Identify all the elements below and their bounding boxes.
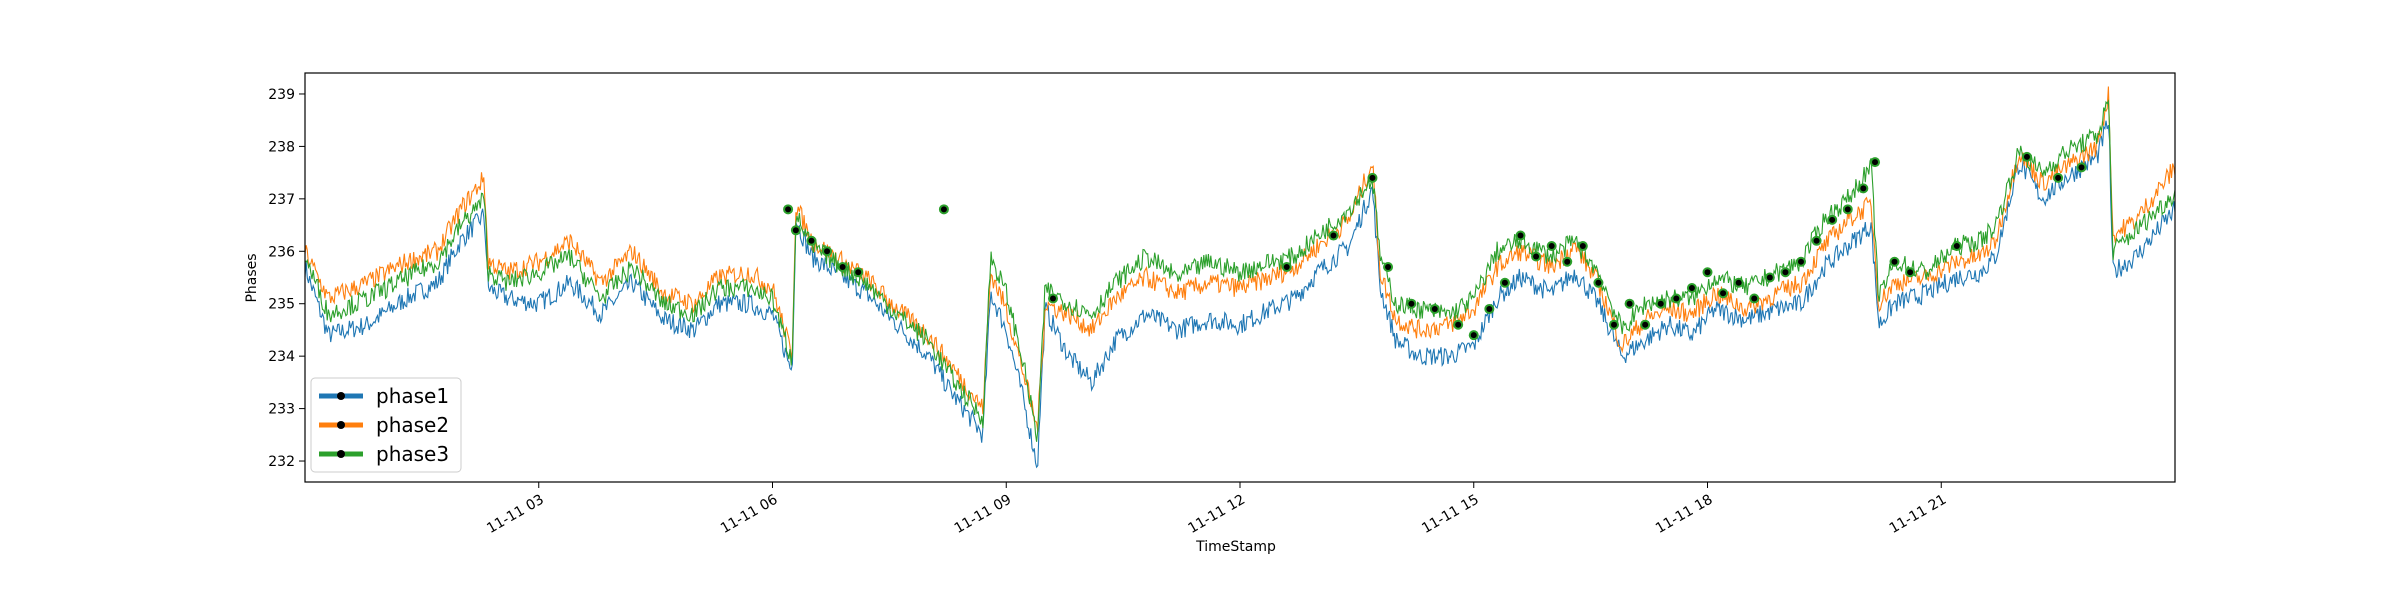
marker-dot — [1782, 269, 1789, 276]
x-axis-label: TimeStamp — [1195, 539, 1276, 555]
legend-label-phase2: phase2 — [376, 413, 449, 437]
marker-dot — [839, 264, 846, 271]
marker-dot — [2023, 153, 2030, 160]
y-tick-label: 239 — [268, 87, 295, 103]
marker-dot — [1431, 305, 1438, 312]
marker-dot — [1595, 279, 1602, 286]
marker-dot — [940, 206, 947, 213]
marker-dot — [1860, 185, 1867, 192]
y-axis-label: Phases — [244, 253, 260, 302]
marker-dot — [1688, 284, 1695, 291]
marker-dot — [2055, 174, 2062, 181]
y-tick-label: 236 — [268, 244, 295, 260]
marker-dot — [1953, 243, 1960, 250]
marker-dot — [1579, 243, 1586, 250]
marker-dot — [1673, 295, 1680, 302]
marker-dot — [1283, 264, 1290, 271]
marker-dot — [1330, 232, 1337, 239]
marker-dot — [1735, 279, 1742, 286]
marker-dot — [855, 269, 862, 276]
marker-dot — [1501, 279, 1508, 286]
y-tick-label: 238 — [268, 139, 295, 155]
x-tick-label: 11-11 09 — [952, 492, 1015, 537]
marker-dot — [1872, 159, 1879, 166]
marker-dot — [1626, 300, 1633, 307]
marker-dot — [1720, 290, 1727, 297]
marker-dot — [1486, 305, 1493, 312]
marker-dot — [1408, 300, 1415, 307]
marker-dot — [1455, 321, 1462, 328]
y-tick-label: 232 — [268, 454, 295, 470]
legend-label-phase3: phase3 — [376, 442, 449, 466]
marker-dot — [1369, 174, 1376, 181]
marker-dot — [1766, 274, 1773, 281]
marker-dot — [1657, 300, 1664, 307]
x-tick-label: 11-11 21 — [1887, 492, 1950, 537]
marker-dot — [1844, 206, 1851, 213]
marker-dot — [1642, 321, 1649, 328]
marker-dot — [1813, 237, 1820, 244]
legend-label-phase1: phase1 — [376, 384, 449, 408]
y-ticks: 232 233 234 235 236 237 238 239 — [268, 87, 305, 470]
legend-marker-phase3 — [337, 450, 345, 458]
y-tick-label: 237 — [268, 192, 295, 208]
marker-dot — [808, 237, 815, 244]
y-tick-label: 235 — [268, 297, 295, 313]
x-tick-label: 11-11 03 — [484, 492, 547, 537]
series-line-phase1 — [304, 120, 2176, 469]
plot-frame — [304, 72, 2176, 483]
marker-dot — [1548, 243, 1555, 250]
marker-dot — [792, 227, 799, 234]
x-tick-label: 11-11 18 — [1653, 492, 1716, 537]
markers-layer — [783, 151, 2087, 341]
marker-dot — [1611, 321, 1617, 328]
marker-dot — [1751, 295, 1758, 302]
marker-dot — [1907, 269, 1914, 276]
marker-dot — [1517, 232, 1524, 239]
y-tick-label: 233 — [268, 402, 295, 418]
x-tick-label: 11-11 12 — [1185, 492, 1248, 537]
x-tick-label: 11-11 06 — [718, 492, 781, 537]
marker-dot — [824, 248, 831, 255]
marker-dot — [1829, 216, 1836, 223]
marker-dot — [1798, 258, 1804, 265]
legend-marker-phase1 — [337, 392, 345, 400]
series-line-phase3 — [304, 99, 2176, 442]
marker-dot — [1704, 269, 1711, 276]
marker-dot — [1564, 258, 1571, 265]
marker-dot — [1533, 253, 1540, 260]
legend-marker-phase2 — [337, 421, 345, 429]
lines-layer — [304, 86, 2176, 469]
legend-box — [310, 377, 462, 473]
marker-dot — [1050, 295, 1056, 302]
marker-dot — [2078, 164, 2085, 171]
marker-dot — [1385, 264, 1392, 271]
series-line-phase2 — [304, 86, 2176, 432]
y-tick-label: 234 — [268, 349, 295, 365]
marker-dot — [1891, 258, 1898, 265]
marker-dot — [785, 206, 792, 213]
legend: phase1 phase2 phase3 — [310, 377, 462, 473]
x-ticks: 11-11 03 11-11 06 11-11 09 11-11 12 11-11 15… — [484, 482, 1949, 537]
x-tick-label: 11-11 15 — [1419, 492, 1482, 537]
legend-entries: phase1 phase2 phase3 — [319, 384, 449, 466]
marker-dot — [1470, 332, 1477, 339]
